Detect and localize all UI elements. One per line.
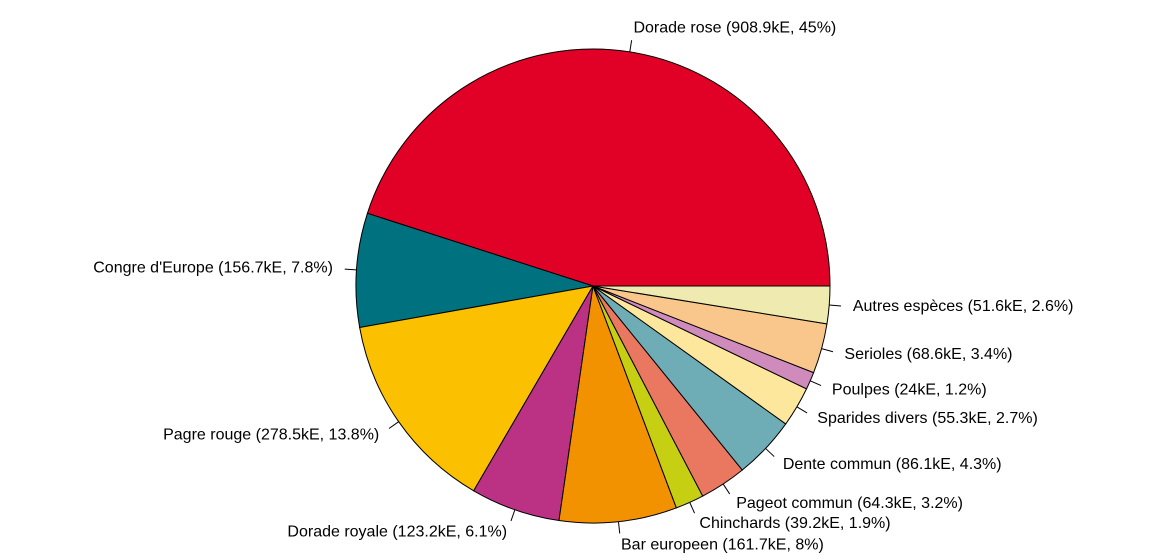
slice-label: Dente commun (86.1kE, 4.3%) [783,456,1002,473]
leader-line [796,406,808,414]
slice-label: Sparides divers (55.3kE, 2.7%) [817,410,1038,427]
slice-label: Autres espèces (51.6kE, 2.6%) [853,298,1074,315]
pie-slice [558,285,677,524]
leader-line [821,348,834,353]
leader-line [510,509,516,522]
leader-line [829,304,842,307]
slice-label: Dorade royale (123.2kE, 6.1%) [287,523,507,540]
slice-label: Poulpes (24kE, 1.2%) [832,382,987,399]
leader-line [629,40,633,52]
pie-slice [592,285,831,325]
slice-label: Dorade rose (908.9kE, 45%) [633,20,836,37]
leader-line [722,483,731,495]
leader-line [388,421,399,429]
slice-label: Pageot commun (64.3kE, 3.2%) [736,495,963,512]
leader-line [810,380,822,387]
slice-label: Bar europeen (161.7kE, 8%) [621,536,824,553]
leader-line [765,448,775,457]
slice-label: Pagre rouge (278.5kE, 13.8%) [163,426,379,443]
pie-slice [366,48,831,287]
slice-label: Serioles (68.6kE, 3.4%) [844,346,1012,363]
pie-slice [355,212,594,329]
slice-label: Congre d'Europe (156.7kE, 7.8%) [93,260,333,277]
pie-slice [359,285,594,492]
leader-line [617,521,621,534]
slice-label: Chinchards (39.2kE, 1.9%) [699,515,890,532]
leader-line [344,268,357,271]
leader-line [689,502,696,514]
